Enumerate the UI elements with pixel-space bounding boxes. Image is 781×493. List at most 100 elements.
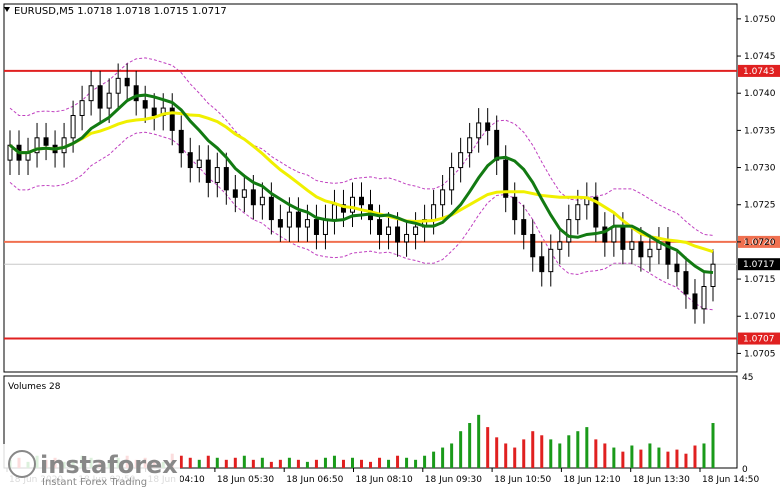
volume-bar <box>621 451 625 468</box>
price-tick-label: 1.0735 <box>744 126 776 136</box>
candle-body <box>34 137 40 154</box>
volume-bar <box>576 431 580 468</box>
candle-body <box>710 263 716 288</box>
volume-bar <box>260 457 264 468</box>
volume-bar <box>693 445 697 468</box>
volume-tick-label: 45 <box>742 373 753 383</box>
time-tick-label: 18 Jun 05:30 <box>217 475 274 485</box>
candle-body <box>485 122 491 131</box>
current-price-label: 1.0717 <box>743 260 775 270</box>
time-tick-label: 18 Jun 06:50 <box>286 475 343 485</box>
candle-body <box>692 293 698 310</box>
volume-bar <box>522 439 526 468</box>
volume-bar <box>450 443 454 468</box>
volume-tick-label: 0 <box>742 465 748 475</box>
candle-body <box>214 167 220 183</box>
volume-bar <box>585 427 589 468</box>
volume-bar <box>224 459 228 468</box>
volume-bar <box>215 457 219 468</box>
candle-body <box>449 167 455 191</box>
candle-body <box>647 248 653 258</box>
volume-bar <box>206 455 210 468</box>
price-tick-label: 1.0725 <box>744 201 776 211</box>
candle-body <box>196 159 202 169</box>
candle-body <box>602 226 608 243</box>
brand-tagline: Instant Forex Trading <box>42 477 147 488</box>
candle-body <box>295 211 301 228</box>
volume-bar <box>630 445 634 468</box>
candle-body <box>124 77 130 87</box>
candle-body <box>313 219 319 235</box>
candle-body <box>232 189 238 198</box>
volume-bar <box>251 459 255 468</box>
volume-bar <box>423 455 427 468</box>
volume-bar <box>594 439 598 468</box>
candle-body <box>241 189 247 198</box>
volume-bar <box>495 437 499 468</box>
candle-body <box>431 204 437 221</box>
candle-body <box>503 159 509 198</box>
candle-body <box>395 226 401 243</box>
candle-body <box>70 115 76 139</box>
candle-body <box>205 159 211 183</box>
volume-bar <box>711 423 715 468</box>
candle-body <box>494 129 500 161</box>
brand-logo-icon <box>8 450 36 478</box>
volume-bar <box>540 435 544 468</box>
candle-body <box>638 241 644 258</box>
volume-bar <box>648 443 652 468</box>
volumes-label: Volumes 28 <box>8 382 61 392</box>
volume-bar <box>675 449 679 468</box>
volume-bar <box>396 455 400 468</box>
candle-body <box>187 152 193 169</box>
candle-body <box>548 248 554 273</box>
volume-bar <box>360 459 363 468</box>
symbol-header: EURUSD,M5 1.0718 1.0718 1.0715 1.0717 <box>14 6 227 17</box>
candle-body <box>79 100 85 117</box>
volume-bar <box>477 414 481 468</box>
candle-body <box>277 219 283 228</box>
candle-body <box>557 241 563 250</box>
candle-body <box>620 226 626 250</box>
candle-body <box>611 226 617 243</box>
current-price-tag <box>738 258 780 271</box>
volume-bar <box>296 459 300 468</box>
candle-body <box>665 241 671 265</box>
candle-body <box>250 189 256 206</box>
volume-bar <box>639 449 643 468</box>
level-price-label: 1.0707 <box>743 335 775 345</box>
candle-body <box>701 286 707 310</box>
candle-body <box>512 196 518 221</box>
volume-bar <box>531 431 535 468</box>
volume-bar <box>468 423 472 468</box>
volume-bar <box>666 451 670 468</box>
price-tick-label: 1.0750 <box>744 15 776 25</box>
candle-body <box>322 219 328 235</box>
candle-body <box>629 241 635 250</box>
brand-backdrop <box>0 444 180 489</box>
volume-bar <box>287 457 291 468</box>
moving-average-fast <box>9 93 714 275</box>
band-lower <box>9 131 714 311</box>
candle-body <box>286 211 292 228</box>
candle-body <box>340 204 346 213</box>
candle-body <box>575 204 581 221</box>
time-tick-label: 18 Jun 10:50 <box>494 475 551 485</box>
candle-body <box>566 219 572 243</box>
candle-body <box>377 219 383 235</box>
volume-bar <box>603 443 607 468</box>
level-price-label: 1.0743 <box>743 67 775 77</box>
candle-body <box>223 167 229 191</box>
price-tick-label: 1.0705 <box>744 349 776 359</box>
level-price-tag <box>738 332 780 345</box>
candle-body <box>476 122 482 139</box>
volume-bar <box>567 435 571 468</box>
volume-bar <box>441 447 445 468</box>
candle-body <box>593 196 599 228</box>
price-tick-label: 1.0710 <box>744 312 776 322</box>
candle-body <box>142 100 148 109</box>
volume-bar <box>612 447 616 468</box>
volume-bar <box>387 459 391 468</box>
